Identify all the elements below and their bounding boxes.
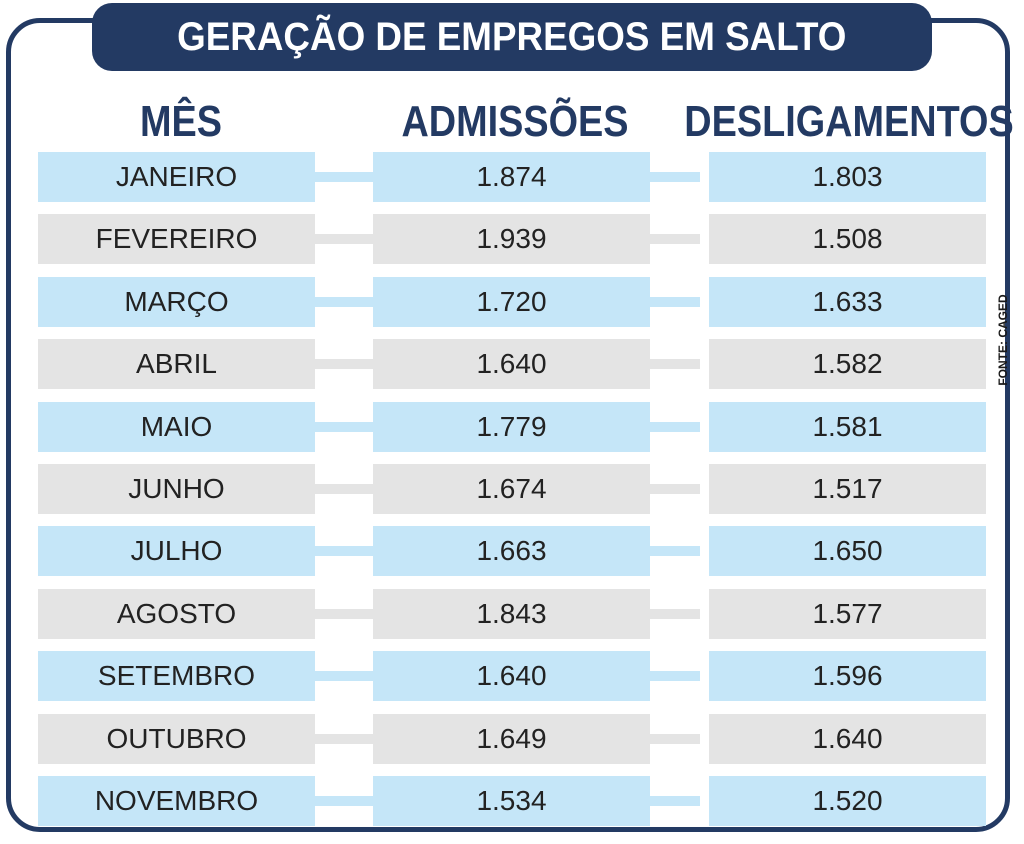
admissoes-cell: 1.843: [373, 588, 650, 639]
page-title: GERAÇÃO DE EMPREGOS EM SALTO: [177, 14, 847, 59]
table-row: OUTUBRO 1.649 1.640: [0, 713, 1024, 764]
table-row: FEVEREIRO 1.939 1.508: [0, 214, 1024, 265]
admissoes-cell: 1.640: [373, 339, 650, 390]
admissoes-cell: 1.939: [373, 214, 650, 265]
table-row: MAIO 1.779 1.581: [0, 401, 1024, 452]
title-banner: GERAÇÃO DE EMPREGOS EM SALTO: [92, 3, 932, 71]
desligamentos-cell: 1.582: [709, 339, 986, 390]
month-cell: JUNHO: [38, 464, 315, 514]
desligamentos-cell: 1.650: [709, 526, 986, 577]
column-header-admissoes: ADMISSÕES: [401, 97, 629, 146]
admissoes-cell: 1.674: [373, 464, 650, 514]
month-cell: SETEMBRO: [38, 651, 315, 702]
admissoes-cell: 1.779: [373, 401, 650, 452]
column-header-desligamentos: DESLIGAMENTOS: [684, 97, 1014, 146]
table-row: MARÇO 1.720 1.633: [0, 276, 1024, 327]
table-row: ABRIL 1.640 1.582: [0, 339, 1024, 390]
table-row: SETEMBRO 1.640 1.596: [0, 651, 1024, 702]
column-header-mes: MÊS: [139, 97, 222, 146]
desligamentos-cell: 1.581: [709, 401, 986, 452]
desligamentos-cell: 1.517: [709, 464, 986, 514]
table-row: NOVEMBRO 1.534 1.520: [0, 776, 1024, 826]
admissoes-cell: 1.720: [373, 276, 650, 327]
month-cell: JANEIRO: [38, 152, 315, 202]
month-cell: FEVEREIRO: [38, 214, 315, 265]
desligamentos-cell: 1.508: [709, 214, 986, 265]
admissoes-cell: 1.663: [373, 526, 650, 577]
month-cell: JULHO: [38, 526, 315, 577]
month-cell: MAIO: [38, 401, 315, 452]
month-cell: NOVEMBRO: [38, 776, 315, 826]
source-note: FONTE: CAGED: [996, 294, 1010, 386]
month-cell: ABRIL: [38, 339, 315, 390]
desligamentos-cell: 1.520: [709, 776, 986, 826]
table-row: JULHO 1.663 1.650: [0, 526, 1024, 577]
admissoes-cell: 1.874: [373, 152, 650, 202]
admissoes-cell: 1.649: [373, 713, 650, 764]
table-row: JANEIRO 1.874 1.803: [0, 152, 1024, 202]
desligamentos-cell: 1.596: [709, 651, 986, 702]
desligamentos-cell: 1.640: [709, 713, 986, 764]
month-cell: MARÇO: [38, 276, 315, 327]
admissoes-cell: 1.534: [373, 776, 650, 826]
month-cell: AGOSTO: [38, 588, 315, 639]
table-row: JUNHO 1.674 1.517: [0, 464, 1024, 514]
month-cell: OUTUBRO: [38, 713, 315, 764]
desligamentos-cell: 1.803: [709, 152, 986, 202]
desligamentos-cell: 1.577: [709, 588, 986, 639]
table-row: AGOSTO 1.843 1.577: [0, 588, 1024, 639]
admissoes-cell: 1.640: [373, 651, 650, 702]
desligamentos-cell: 1.633: [709, 276, 986, 327]
